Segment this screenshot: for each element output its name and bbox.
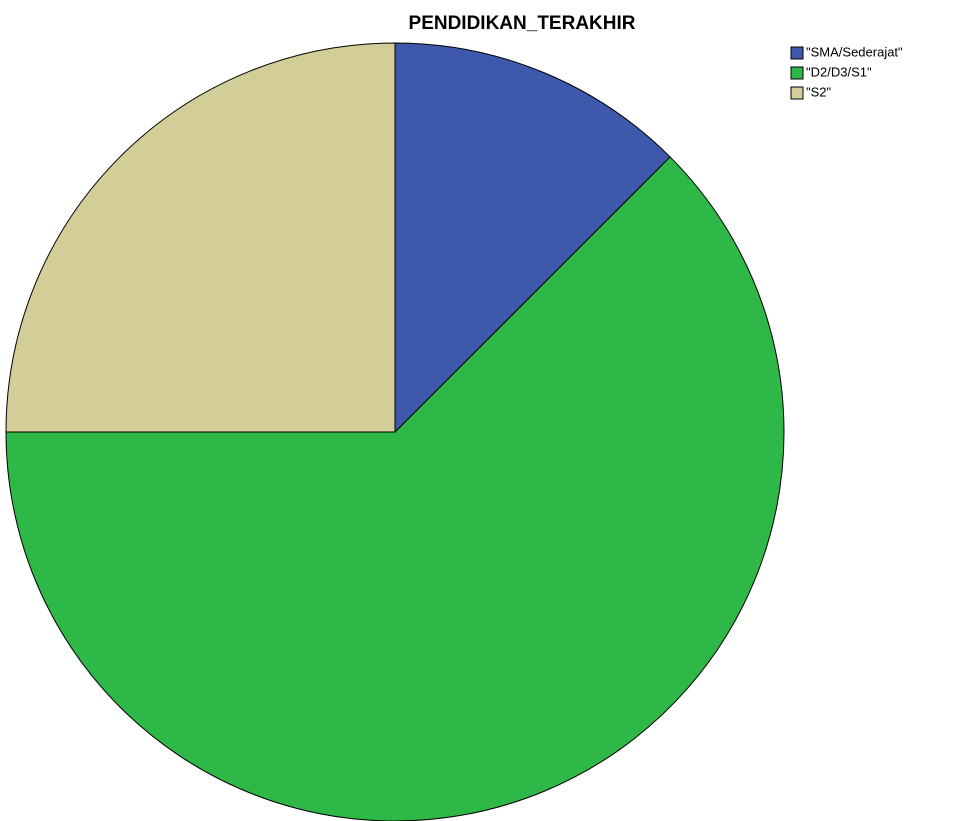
legend-label: "SMA/Sederajat" <box>806 44 903 59</box>
legend-label: "S2" <box>806 84 832 99</box>
legend-swatch <box>790 46 804 60</box>
pie-slice <box>394 42 671 434</box>
pie-slice <box>5 42 396 433</box>
chart-title: PENDIDIKAN_TERAKHIR <box>409 13 636 34</box>
pie-slice <box>5 156 785 821</box>
legend-label: "D2/D3/S1" <box>806 64 872 79</box>
legend-swatch <box>790 86 804 100</box>
legend-swatch <box>790 66 804 80</box>
